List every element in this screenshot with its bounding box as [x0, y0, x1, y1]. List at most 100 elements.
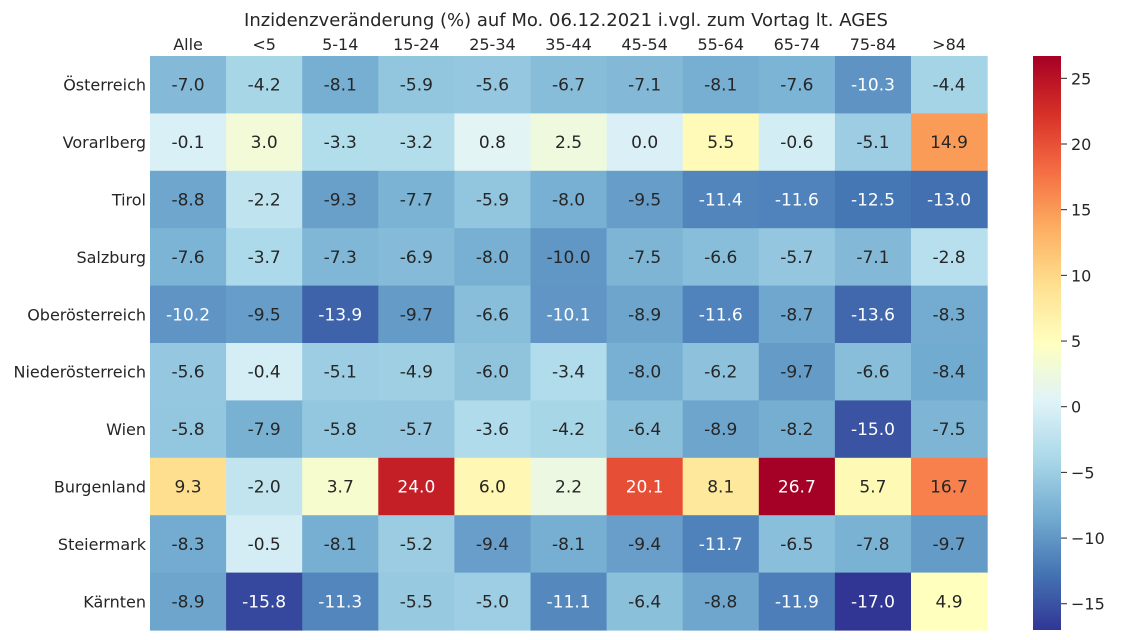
heatmap-cell [911, 515, 988, 574]
heatmap-cell [758, 285, 836, 344]
heatmap-cell [150, 400, 227, 459]
cell-value-label: -9.7 [400, 305, 433, 325]
heatmap-cell [834, 400, 912, 459]
heatmap-cell [226, 170, 303, 229]
heatmap-cell [378, 457, 455, 516]
cell-value-label: -10.3 [851, 76, 895, 96]
heatmap-cell [454, 343, 532, 401]
heatmap-cell [682, 572, 760, 631]
cell-value-label: -17.0 [851, 592, 895, 612]
cell-value-label: -5.7 [400, 420, 433, 440]
cell-value-label: 26.7 [778, 478, 816, 498]
cell-value-label: -3.6 [476, 420, 509, 440]
heatmap-cell [530, 515, 608, 574]
heatmap-cell [834, 457, 912, 516]
heatmap-cell [226, 572, 303, 631]
heatmap-cell [454, 572, 532, 631]
column-label: 45-54 [621, 35, 668, 54]
heatmap-cell [454, 56, 532, 114]
cell-value-label: -2.2 [248, 191, 281, 211]
cell-value-label: -5.0 [476, 592, 509, 612]
heatmap-cell [911, 113, 988, 172]
cell-value-label: 4.9 [936, 592, 963, 612]
cell-value-label: -6.4 [628, 420, 661, 440]
cell-value-label: -9.4 [628, 535, 661, 555]
heatmap-cell [758, 113, 836, 172]
cell-value-label: -6.6 [476, 305, 509, 325]
cell-value-label: -10.1 [547, 305, 591, 325]
cell-value-label: 8.1 [707, 478, 734, 498]
cell-value-label: -15.0 [851, 420, 895, 440]
cell-value-label: -5.9 [400, 76, 433, 96]
colorbar-tick-label: 0 [1071, 398, 1081, 417]
cell-value-label: -8.3 [171, 535, 204, 555]
cell-value-label: -3.2 [400, 133, 433, 153]
chart-title: Inzidenzveränderung (%) auf Mo. 06.12.20… [244, 10, 888, 31]
colorbar-tick-label: 10 [1071, 266, 1091, 285]
column-label: 25-34 [469, 35, 516, 54]
cell-value-label: 9.3 [175, 478, 202, 498]
heatmap-cell [758, 228, 836, 287]
heatmap-cell [226, 343, 303, 401]
row-label: Oberösterreich [27, 305, 146, 324]
heatmap-cell [302, 343, 379, 401]
heatmap-cell [378, 170, 455, 229]
heatmap-cell [378, 228, 455, 287]
colorbar-tick-label: 15 [1071, 201, 1091, 220]
heatmap-cell [834, 515, 912, 574]
cell-value-label: -4.2 [248, 76, 281, 96]
heatmap-cell [682, 285, 760, 344]
cell-value-label: -0.4 [248, 363, 281, 383]
heatmap-cell [454, 457, 532, 516]
heatmap-cell [378, 515, 455, 574]
heatmap-cell [150, 56, 227, 114]
heatmap-cell [606, 515, 684, 574]
cell-value-label: -11.1 [547, 592, 591, 612]
colorbar-tick-label: 20 [1071, 135, 1091, 154]
colorbar-gradient [1033, 56, 1061, 630]
heatmap-cell [911, 400, 988, 459]
cell-value-label: -8.1 [552, 535, 585, 555]
cell-value-label: -5.5 [400, 592, 433, 612]
cell-value-label: 2.5 [555, 133, 582, 153]
cell-value-label: -4.2 [552, 420, 585, 440]
heatmap-cell [454, 228, 532, 287]
heatmap-cell [302, 515, 379, 574]
cell-value-label: -8.0 [628, 363, 661, 383]
cell-value-label: 24.0 [397, 478, 435, 498]
cell-value-label: -5.9 [476, 191, 509, 211]
heatmap-cell [530, 400, 608, 459]
row-label: Burgenland [54, 478, 146, 497]
heatmap-cell [758, 572, 836, 631]
heatmap-cell [378, 56, 455, 114]
cell-value-label: -8.8 [704, 592, 737, 612]
cell-value-label: 20.1 [626, 478, 664, 498]
cell-value-label: 0.8 [479, 133, 506, 153]
cell-value-label: -10.0 [547, 248, 591, 268]
column-label: <5 [252, 35, 276, 54]
cell-value-label: 14.9 [930, 133, 968, 153]
row-label: Salzburg [76, 248, 146, 267]
heatmap-cell [911, 285, 988, 344]
cell-value-label: -8.3 [932, 305, 965, 325]
cell-value-label: 16.7 [930, 478, 968, 498]
heatmap-cell [530, 113, 608, 172]
cell-value-label: -7.6 [171, 248, 204, 268]
cell-value-label: -10.2 [166, 305, 210, 325]
heatmap-cell [530, 56, 608, 114]
cell-value-label: -6.6 [856, 363, 889, 383]
heatmap-cell [150, 228, 227, 287]
heatmap-cell [911, 457, 988, 516]
cell-value-label: -11.3 [318, 592, 362, 612]
heatmap-cell [606, 228, 684, 287]
heatmap-cell [150, 572, 227, 631]
cell-value-label: -7.1 [628, 76, 661, 96]
heatmap-cell [606, 400, 684, 459]
heatmap-cell [226, 228, 303, 287]
heatmap-cell [530, 285, 608, 344]
heatmap-cell [606, 285, 684, 344]
heatmap-cell [911, 572, 988, 631]
cell-value-label: -6.2 [704, 363, 737, 383]
column-label: 35-44 [545, 35, 592, 54]
